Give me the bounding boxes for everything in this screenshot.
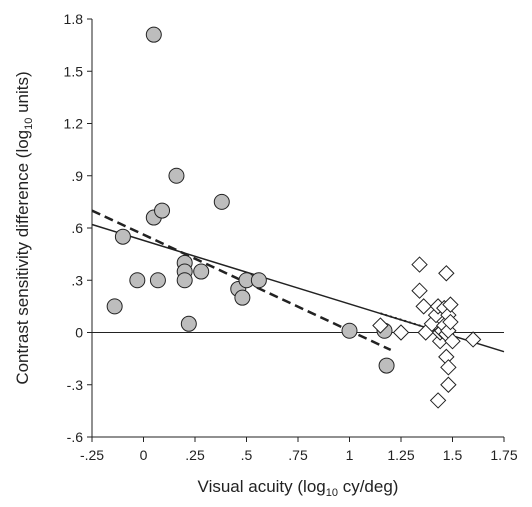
circle-point — [154, 202, 171, 219]
x-tick-label: 1.5 — [443, 447, 463, 463]
diamond-point — [411, 256, 428, 273]
diamond-point — [442, 296, 459, 313]
dotted-line — [380, 312, 443, 334]
y-tick-label: -.3 — [67, 377, 84, 393]
diamond-point — [464, 331, 482, 348]
x-tick-label: 1 — [346, 447, 354, 463]
x-tick-label: 1.75 — [490, 447, 517, 463]
x-tick-label: .75 — [288, 447, 308, 463]
y-tick-label: .3 — [71, 272, 83, 288]
circle-point — [106, 298, 123, 315]
circle-point — [193, 263, 210, 280]
x-tick-label: .5 — [241, 447, 253, 463]
y-tick-label: 1.2 — [64, 116, 84, 132]
circle-point — [149, 272, 166, 289]
diamond-point — [372, 317, 389, 334]
circle-point — [176, 272, 193, 289]
y-tick-label: 1.8 — [64, 11, 84, 27]
circle-point — [250, 272, 267, 289]
diamond-point — [415, 298, 432, 315]
circle-point — [234, 289, 251, 306]
x-tick-label: 0 — [140, 447, 148, 463]
diamond-point — [438, 265, 455, 282]
y-axis-title: Contrast sensitivity difference (log10 u… — [13, 71, 35, 384]
x-tick-label: 1.25 — [387, 447, 414, 463]
circle-point — [114, 228, 131, 245]
y-tick-label: -.6 — [67, 429, 84, 445]
circle-point — [168, 167, 185, 184]
x-axis-title: Visual acuity (log10 cy/deg) — [198, 477, 399, 499]
x-tick-label: .25 — [185, 447, 205, 463]
diamond-point — [440, 359, 457, 376]
circle-point — [145, 26, 162, 43]
circle-point — [378, 357, 395, 374]
dashed-line — [91, 209, 392, 352]
diamond-point — [411, 282, 428, 299]
x-tick-label: -.25 — [80, 447, 104, 463]
y-tick-label: .6 — [71, 220, 83, 236]
circle-point — [129, 272, 146, 289]
data-markers — [106, 26, 482, 409]
y-axis-ticks: -.6 -.3 0 .3 .6 .9 1.2 1.5 1.8 — [64, 11, 92, 445]
x-axis-ticks: -.25 0 .25 .5 .75 1 1.25 1.5 1.75 — [80, 437, 518, 463]
diamond-point — [442, 313, 459, 331]
circle-point — [180, 315, 197, 332]
axes — [91, 19, 504, 438]
circle-point — [341, 322, 358, 339]
y-tick-label: .9 — [71, 168, 83, 184]
circle-point — [213, 193, 230, 210]
y-tick-label: 1.5 — [64, 63, 84, 79]
y-tick-label: 0 — [75, 325, 83, 341]
diamond-point — [429, 392, 447, 409]
diamond-point — [440, 376, 457, 393]
diamond-point — [392, 324, 410, 341]
diamond-point — [444, 333, 461, 350]
